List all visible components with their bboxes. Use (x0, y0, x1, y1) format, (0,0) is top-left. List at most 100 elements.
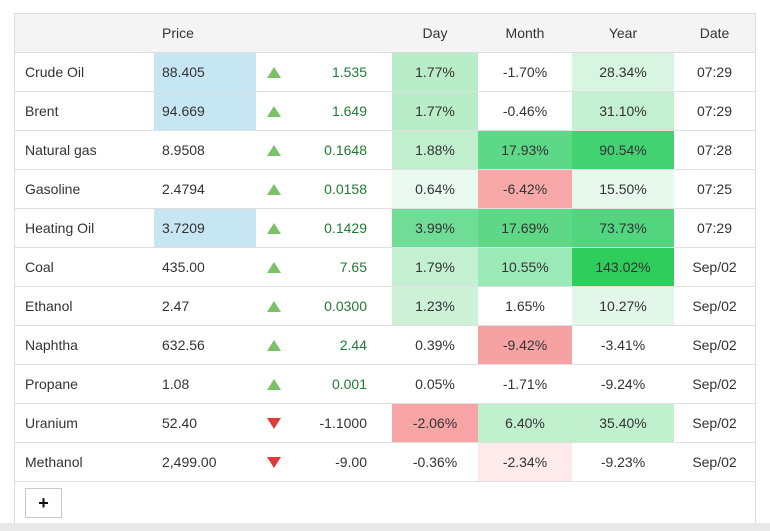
month-change-cell: 17.93% (478, 131, 572, 169)
month-change-cell: -1.71% (502, 376, 548, 392)
year-change-cell: 31.10% (572, 92, 674, 130)
price-value: 8.9508 (162, 142, 205, 158)
year-change-cell: 35.40% (572, 404, 674, 442)
price-value: 3.7209 (154, 209, 256, 247)
change-value: 7.65 (339, 259, 367, 275)
commodity-name-link[interactable]: Uranium (25, 415, 78, 431)
direction-cell (256, 287, 292, 325)
commodity-name-link[interactable]: Coal (25, 259, 54, 275)
commodity-name-link[interactable]: Crude Oil (25, 64, 85, 80)
header-year: Year (608, 25, 638, 41)
day-change-cell: 0.39% (415, 337, 455, 353)
direction-triangle-icon (267, 66, 281, 78)
date-value: Sep/02 (692, 337, 737, 353)
header-day: Day (422, 25, 448, 41)
change-value: -1.1000 (319, 415, 367, 431)
table-row[interactable]: Crude Oil 88.405 1.535 1.77% -1.70% 28.3… (15, 53, 755, 92)
table-row[interactable]: Methanol 2,499.00 -9.00 -0.36% -2.34% -9… (15, 443, 755, 482)
table-row[interactable]: Naphtha 632.56 2.44 0.39% -9.42% -3.41% … (15, 326, 755, 365)
direction-cell (256, 209, 292, 247)
day-change-cell: 1.23% (392, 287, 478, 325)
change-value: 0.001 (331, 376, 367, 392)
price-value: 2.4794 (162, 181, 205, 197)
date-value: Sep/02 (692, 454, 737, 470)
change-value: 2.44 (339, 337, 367, 353)
header-empty-name (15, 14, 154, 52)
month-change-cell: 6.40% (478, 404, 572, 442)
page-bottom-strip (0, 523, 770, 531)
commodity-name-link[interactable]: Natural gas (25, 142, 97, 158)
commodity-name-link[interactable]: Methanol (25, 454, 83, 470)
direction-triangle-icon (267, 222, 281, 234)
date-value: 07:29 (696, 64, 733, 80)
month-change-cell: 17.69% (478, 209, 572, 247)
table-row[interactable]: Heating Oil 3.7209 0.1429 3.99% 17.69% 7… (15, 209, 755, 248)
direction-cell (256, 248, 292, 286)
month-change-cell: -1.70% (502, 64, 548, 80)
date-value: Sep/02 (692, 415, 737, 431)
price-value: 88.405 (154, 53, 256, 91)
year-change-cell: 143.02% (572, 248, 674, 286)
price-value: 2,499.00 (162, 454, 217, 470)
direction-cell (256, 443, 292, 481)
month-change-cell: 1.65% (505, 298, 545, 314)
commodities-table-panel: Price Day Month Year Date Crude Oil 88.4… (14, 13, 756, 525)
direction-triangle-icon (267, 144, 281, 156)
table-row[interactable]: Brent 94.669 1.649 1.77% -0.46% 31.10% 0… (15, 92, 755, 131)
change-value: 0.1648 (324, 142, 367, 158)
date-value: Sep/02 (692, 259, 737, 275)
commodity-name-link[interactable]: Heating Oil (25, 220, 95, 236)
month-change-cell: -6.42% (478, 170, 572, 208)
commodity-name-link[interactable]: Naphtha (25, 337, 78, 353)
date-value: 07:29 (696, 103, 733, 119)
add-commodity-button[interactable]: + (25, 488, 62, 518)
change-value: 1.535 (331, 64, 367, 80)
commodity-name-link[interactable]: Brent (25, 103, 59, 119)
direction-cell (256, 326, 292, 364)
date-value: Sep/02 (692, 376, 737, 392)
table-row[interactable]: Uranium 52.40 -1.1000 -2.06% 6.40% 35.40… (15, 404, 755, 443)
day-change-cell: 1.77% (392, 92, 478, 130)
year-change-cell: 73.73% (572, 209, 674, 247)
header-empty-arrow (256, 14, 292, 52)
change-value: -9.00 (335, 454, 367, 470)
direction-triangle-icon (267, 300, 281, 312)
commodity-name-link[interactable]: Propane (25, 376, 78, 392)
direction-triangle-icon (267, 417, 281, 429)
table-row[interactable]: Coal 435.00 7.65 1.79% 10.55% 143.02% Se… (15, 248, 755, 287)
change-value: 0.1429 (324, 220, 367, 236)
date-value: 07:25 (696, 181, 733, 197)
table-row[interactable]: Gasoline 2.4794 0.0158 0.64% -6.42% 15.5… (15, 170, 755, 209)
price-value: 1.08 (162, 376, 190, 392)
direction-cell (256, 365, 292, 403)
direction-triangle-icon (267, 105, 281, 117)
price-value: 2.47 (162, 298, 190, 314)
change-value: 0.0158 (324, 181, 367, 197)
table-body: Crude Oil 88.405 1.535 1.77% -1.70% 28.3… (15, 53, 755, 482)
direction-triangle-icon (267, 456, 281, 468)
commodity-name-link[interactable]: Gasoline (25, 181, 81, 197)
header-price: Price (162, 25, 194, 41)
price-value: 435.00 (162, 259, 205, 275)
direction-cell (256, 131, 292, 169)
commodity-name-link[interactable]: Ethanol (25, 298, 73, 314)
direction-triangle-icon (267, 339, 281, 351)
change-value: 0.0300 (324, 298, 367, 314)
month-change-cell: 10.55% (478, 248, 572, 286)
table-row[interactable]: Natural gas 8.9508 0.1648 1.88% 17.93% 9… (15, 131, 755, 170)
table-row[interactable]: Propane 1.08 0.001 0.05% -1.71% -9.24% S… (15, 365, 755, 404)
table-row[interactable]: Ethanol 2.47 0.0300 1.23% 1.65% 10.27% S… (15, 287, 755, 326)
month-change-cell: -9.42% (478, 326, 572, 364)
table-footer: + (15, 482, 755, 524)
year-change-cell: -9.23% (600, 454, 646, 470)
month-change-cell: -2.34% (478, 443, 572, 481)
year-change-cell: -9.24% (600, 376, 646, 392)
day-change-cell: 1.88% (392, 131, 478, 169)
date-value: 07:28 (696, 142, 733, 158)
year-change-cell: -3.41% (600, 337, 646, 353)
year-change-cell: 90.54% (572, 131, 674, 169)
year-change-cell: 10.27% (572, 287, 674, 325)
direction-cell (256, 404, 292, 442)
header-date: Date (699, 25, 730, 41)
